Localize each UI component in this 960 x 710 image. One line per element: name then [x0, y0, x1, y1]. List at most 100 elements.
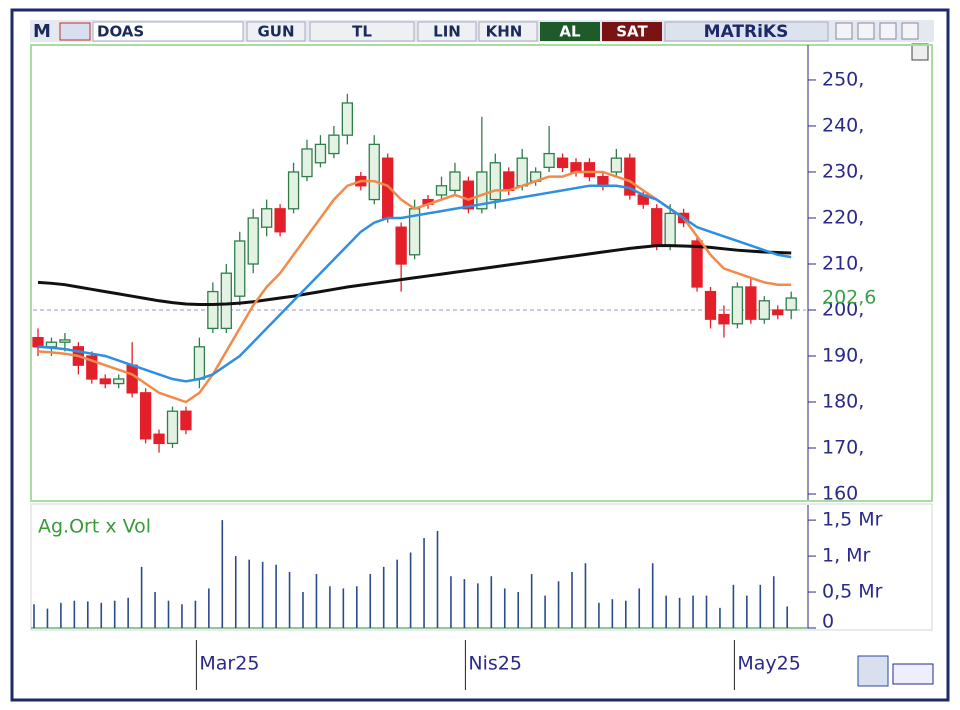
candle-body — [651, 208, 663, 247]
menu-icon[interactable] — [835, 22, 853, 40]
buy-button[interactable] — [540, 22, 600, 41]
candle-body — [435, 185, 448, 196]
window-frame — [10, 8, 950, 702]
candle-body — [462, 180, 475, 210]
x-tick-label: Nis25 — [468, 653, 522, 675]
brand: MATRiKS — [704, 22, 789, 42]
candle-body — [220, 272, 232, 330]
sell-label: SAT — [616, 23, 648, 41]
y-tick-label: 210, — [822, 252, 864, 274]
brand-box — [664, 21, 829, 42]
candle-body — [193, 346, 206, 380]
y-tick-label: 1, Mr — [822, 545, 871, 567]
candle-body — [166, 410, 179, 445]
button-label: TL — [352, 23, 372, 41]
y-tick-label: 0,5 Mr — [822, 581, 883, 603]
candle-body — [758, 300, 770, 320]
y-tick-label: 230, — [822, 160, 864, 182]
candle-body — [503, 171, 515, 192]
candle-body — [328, 134, 340, 155]
button[interactable] — [417, 21, 477, 42]
sell-button[interactable] — [602, 22, 662, 41]
candle-body — [449, 171, 461, 192]
candle-body — [126, 364, 138, 394]
candle-body — [99, 378, 111, 385]
button[interactable] — [478, 21, 538, 42]
x-tick-label: Mar25 — [199, 653, 259, 675]
y-tick-label: 170, — [822, 437, 864, 459]
y-tick-label: 250, — [822, 68, 864, 90]
candle-body — [597, 175, 609, 187]
last-price-label: 202,6 — [822, 287, 876, 309]
refresh-icon[interactable] — [857, 655, 889, 687]
candle-body — [745, 286, 757, 320]
symbol-icon[interactable] — [59, 22, 91, 41]
y-tick-label: 180, — [822, 391, 864, 413]
candle-body — [301, 148, 313, 178]
button-label: LIN — [433, 23, 461, 41]
x-tick-label: May25 — [737, 653, 800, 675]
candle-body — [476, 171, 488, 210]
button[interactable] — [246, 21, 306, 42]
candle-body — [139, 392, 152, 440]
candle-body — [772, 309, 784, 316]
scroll-arrows[interactable] — [892, 663, 934, 685]
candle-body — [516, 157, 528, 187]
candle-body — [274, 208, 286, 233]
y-tick-label: 0 — [822, 611, 834, 633]
candle-body — [704, 290, 717, 320]
panel-icon[interactable] — [911, 43, 929, 61]
moving-average — [37, 184, 792, 383]
candle-body — [556, 157, 569, 169]
buy-label: AL — [559, 23, 581, 41]
candle-body — [207, 290, 219, 330]
symbol: DOAS — [97, 23, 144, 41]
candle-body — [489, 162, 501, 201]
y-tick-label: 1,5 Mr — [822, 509, 883, 531]
close-icon[interactable] — [901, 22, 919, 40]
candle-body — [341, 102, 354, 136]
candle-body — [45, 341, 58, 348]
minimize-icon[interactable] — [857, 22, 875, 40]
moving-average — [37, 244, 792, 306]
candle-body — [153, 433, 165, 445]
button-label: KHN — [486, 23, 523, 41]
candle-body — [247, 217, 259, 265]
y-tick-label: 200, — [822, 298, 864, 320]
candle-body — [583, 162, 596, 178]
maximize-icon[interactable] — [879, 22, 897, 40]
candle-body — [180, 410, 192, 431]
button-label: GUN — [257, 23, 294, 41]
candle-body — [287, 171, 300, 210]
candle-body — [543, 152, 555, 169]
candle-body — [570, 162, 582, 173]
symbol-box[interactable] — [92, 21, 244, 42]
y-tick-label: 240, — [822, 114, 864, 136]
candle-body — [610, 157, 622, 173]
volume-title: Ag.Ort x Vol — [38, 516, 151, 538]
candle-body — [260, 208, 273, 228]
plot: 160 170, 180, 190, 200, 210, 220, 230, 240, 250, 2… — [32, 68, 883, 690]
y-tick-label: 220, — [822, 206, 864, 228]
candle-body — [691, 240, 703, 288]
candle-body — [731, 286, 744, 325]
candle-body — [718, 313, 730, 325]
y-tick-label: 190, — [822, 345, 864, 367]
price-panel — [30, 44, 933, 502]
candle-body — [59, 339, 71, 343]
logo: M — [33, 21, 51, 42]
candle-body — [32, 336, 44, 348]
y-tick-label: 160 — [822, 483, 858, 505]
candle-body — [314, 143, 327, 164]
candle-body — [624, 157, 636, 196]
candle-body — [86, 355, 98, 380]
candle-body — [664, 212, 676, 247]
candle-body — [234, 240, 246, 297]
candle-body — [785, 297, 797, 311]
candle-body — [113, 378, 125, 385]
candle-body — [395, 226, 407, 265]
button[interactable] — [309, 21, 415, 42]
candle-body — [368, 143, 380, 201]
volume-panel — [30, 503, 933, 631]
